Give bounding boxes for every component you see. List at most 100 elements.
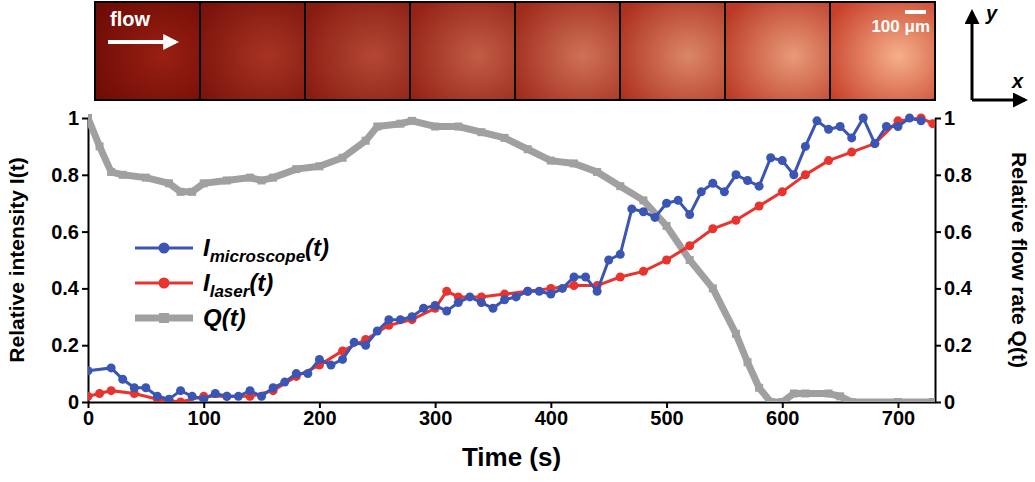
data-point [119,171,127,179]
image-panel [305,2,410,100]
tick: 0 [83,402,94,429]
data-point [88,114,92,122]
data-point [755,384,763,392]
data-point [142,174,150,182]
data-point [569,281,578,290]
tick: 0 [68,391,88,413]
data-point [211,389,220,398]
data-point [500,295,509,304]
data-point [893,122,902,131]
tick: 0 [935,391,955,413]
data-point [778,398,786,402]
data-point [708,224,717,233]
data-point [825,389,833,397]
data-point [546,290,555,299]
tspan: laser [210,282,251,301]
tick: 700 [882,402,915,429]
data-point [465,292,474,301]
tick: 0.4 [935,277,973,299]
data-point [569,273,578,282]
tick-label: 600 [766,407,799,429]
tick-mark [82,231,88,233]
tick-label: 500 [650,407,683,429]
data-point [176,398,185,403]
data-point [697,187,706,196]
series-line [88,118,921,399]
data-point [639,196,647,204]
tick-label: 0.2 [944,334,972,356]
data-point [501,134,509,142]
data-point [824,125,833,134]
tick: 0.8 [51,164,88,186]
data-point [164,395,173,402]
data-point [258,176,266,184]
data-point [442,287,451,296]
data-point [616,273,625,282]
x-axis-title: Time (s) [462,442,561,472]
data-point [153,392,162,401]
data-point [315,162,323,170]
tick-label: 1 [68,107,79,129]
x-axis: 0100200300400500600700 [83,402,936,429]
data-point [812,116,821,125]
data-point [234,392,243,401]
data-point [118,375,127,384]
tick-mark [935,231,941,233]
series-line [88,118,933,402]
tick: 0.2 [935,334,972,356]
data-point [130,383,139,392]
data-point [107,168,115,176]
data-point [350,338,359,347]
tick: 200 [303,402,336,429]
data-point [176,386,185,395]
image-panel [410,2,515,100]
tick-label: 700 [882,407,915,429]
data-point [107,386,116,395]
data-point [801,170,810,179]
data-point [685,241,694,250]
data-point [523,287,532,296]
tspan: (t) [249,269,273,296]
data-point [732,330,740,338]
data-point [88,366,93,375]
tick: 0.8 [935,164,972,186]
data-point [315,355,324,364]
flow-arrow [108,40,176,44]
data-point [789,170,798,179]
data-point [685,210,694,219]
data-point [96,142,104,150]
data-point [928,119,935,128]
data-point [303,369,312,378]
data-point [570,159,578,167]
chart: flow100 μmyx010020030040050060070000.20.… [0,0,1035,482]
data-point [419,304,428,313]
plot-area [88,114,935,403]
data-point [905,114,914,123]
tick-label: 0.8 [51,164,79,186]
data-point [257,392,266,401]
data-point [454,123,462,131]
tick: 400 [535,402,568,429]
data-point [778,156,787,165]
data-point [454,298,463,307]
tick-mark [935,402,941,404]
tick-mark [82,345,88,347]
data-point [662,256,671,265]
data-point [431,123,439,131]
tick-mark [935,288,941,290]
data-point [477,128,485,136]
data-point [88,392,93,401]
tick: 1 [68,107,88,129]
legend-label: Q(t) [203,304,246,331]
tick: 500 [650,402,683,429]
data-point [524,145,532,153]
data-point [373,327,382,336]
data-point [847,148,856,157]
tick: 0.6 [51,221,88,243]
tspan: microscope [210,247,305,266]
tick-label: 0.6 [944,221,972,243]
y-axis: 00.20.40.60.81 [51,107,88,413]
x-direction-arrow [972,99,1025,102]
y2-axis-title: Relative flow rate Q(t) [1008,152,1031,368]
data-point [709,284,717,292]
